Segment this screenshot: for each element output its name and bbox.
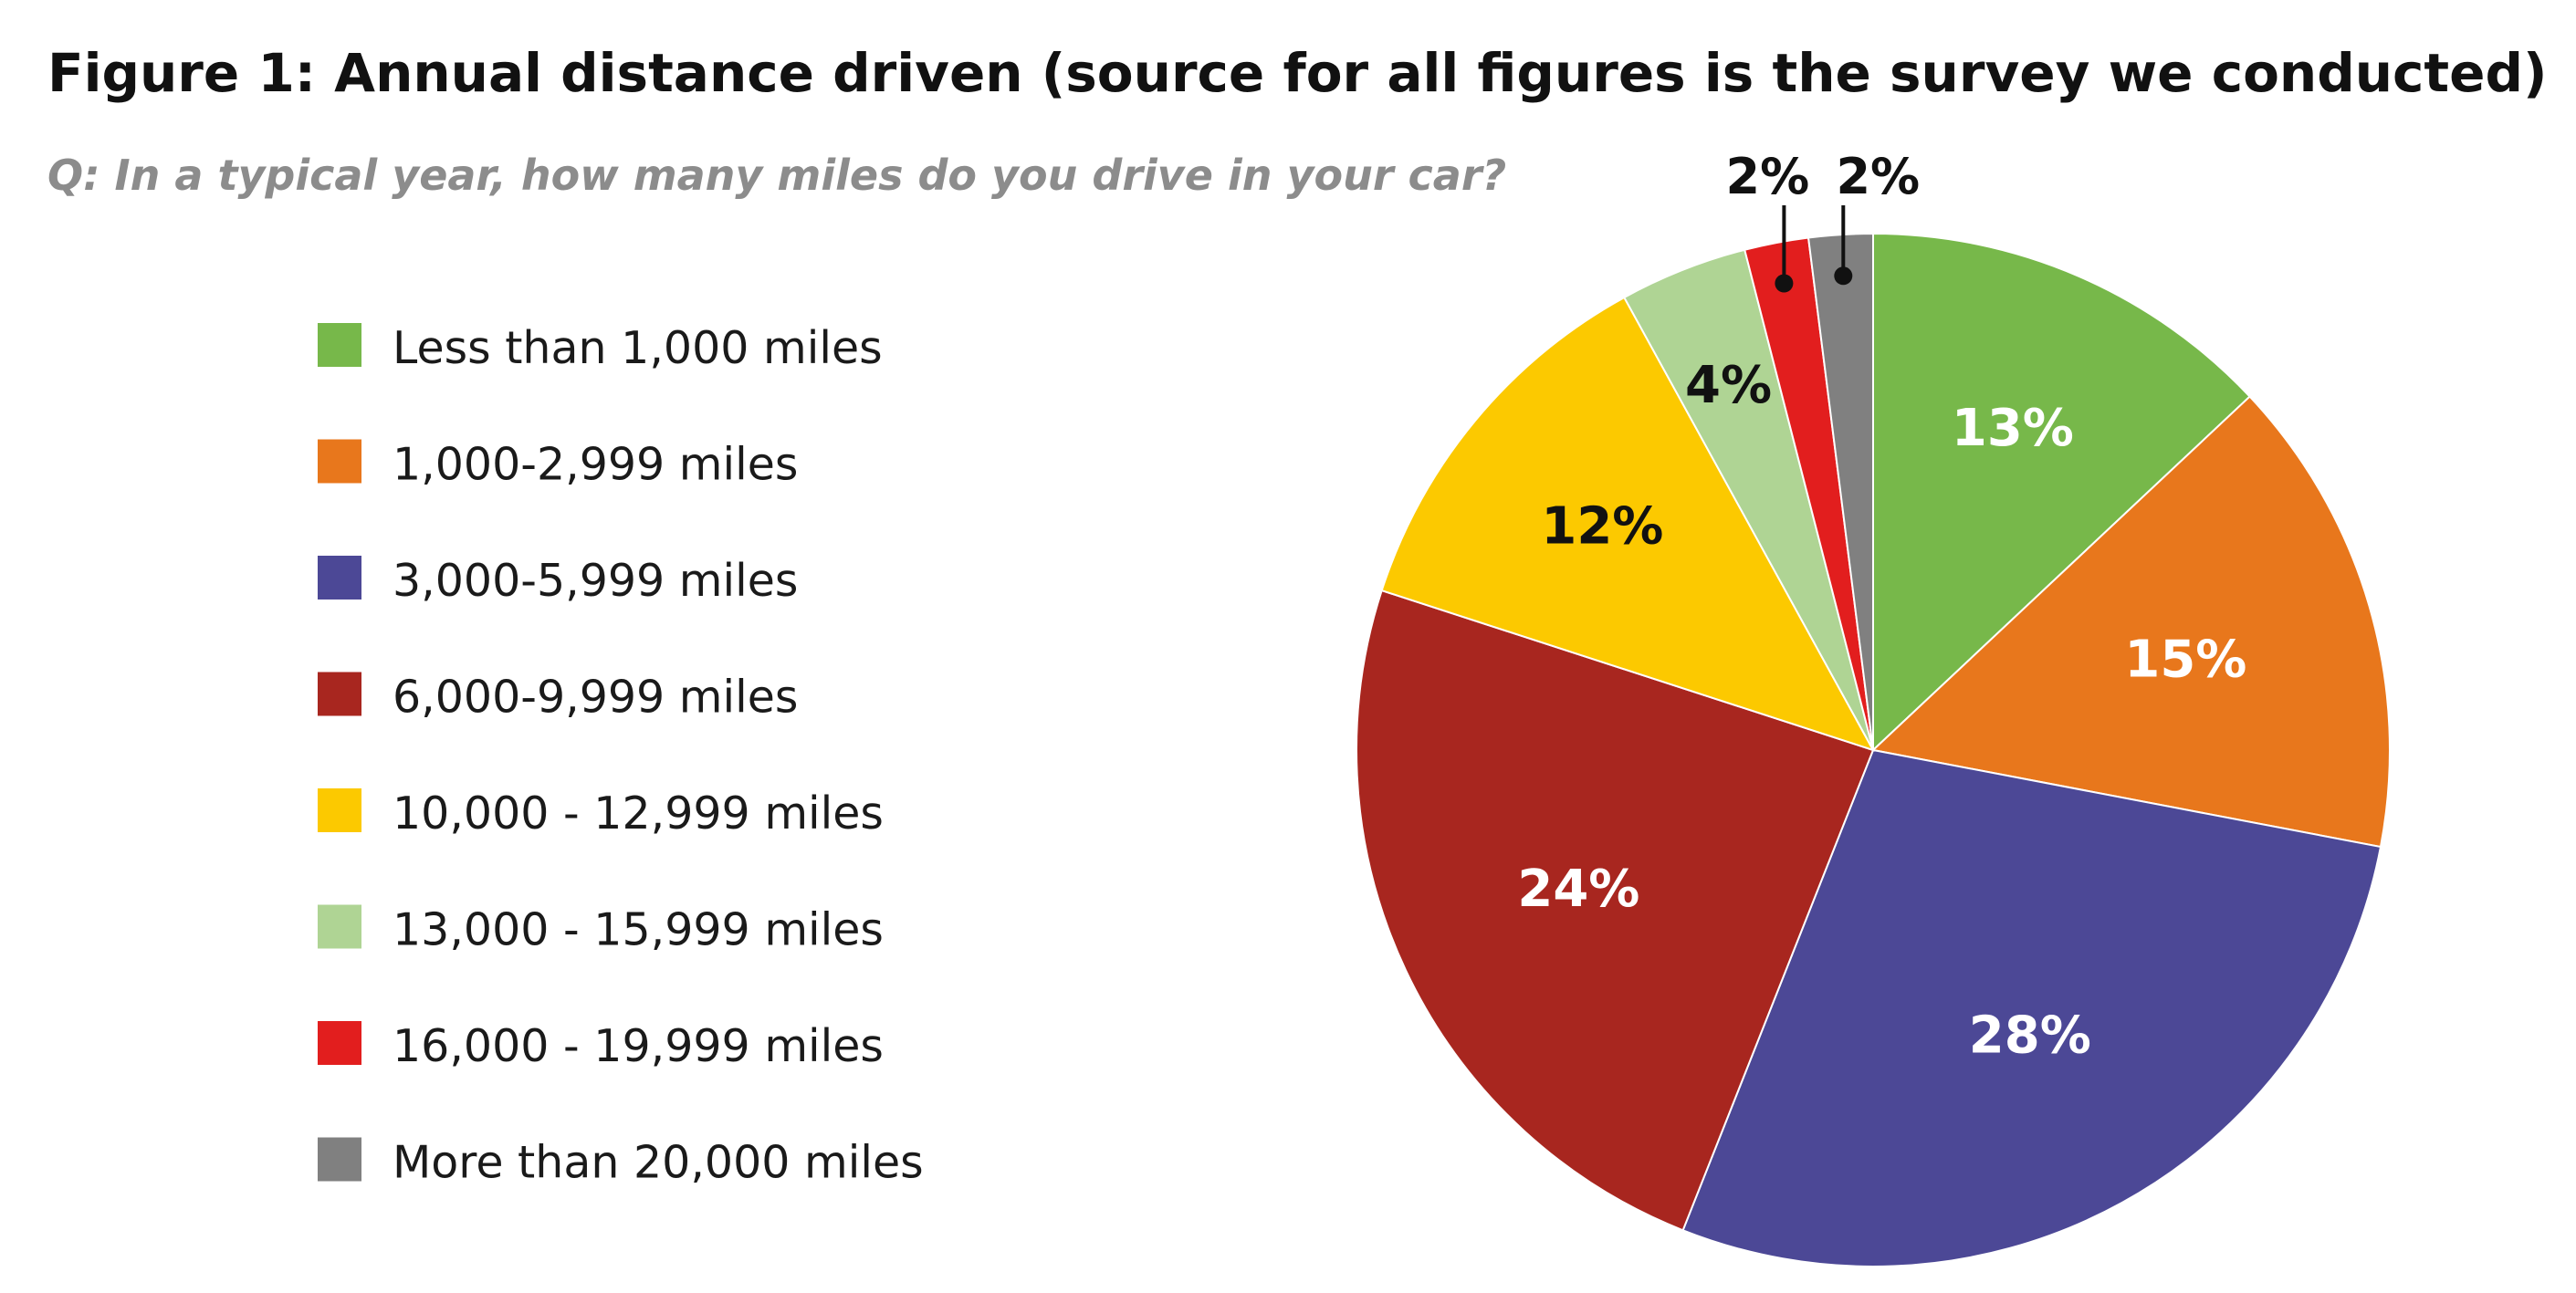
slice-label-13-000-15-999-miles: 4% [1685, 356, 1772, 415]
callout-label-16-000-19-999-miles: 2% [1726, 148, 1810, 205]
legend-swatch [318, 672, 361, 716]
pie [1356, 232, 2391, 1267]
legend-swatch [318, 1021, 361, 1065]
legend-swatch [318, 904, 361, 949]
chart-title: Figure 1: Annual distance driven (source… [47, 42, 2548, 104]
pie-slice-more-than-20-000-miles [1806, 232, 1874, 751]
legend-item-more-than-20-000-miles: More than 20,000 miles [318, 1137, 924, 1189]
callout-label-more-than-20-000-miles: 2% [1836, 148, 1920, 205]
legend-label: 1,000-2,999 miles [393, 439, 798, 491]
legend-swatch [318, 439, 361, 484]
slice-label-3-000-5-999-miles: 28% [1969, 1006, 2091, 1066]
slice-label-10-000-12-999-miles: 12% [1541, 497, 1663, 557]
legend: Less than 1,000 miles 1,000-2,999 miles 3,… [318, 322, 924, 1189]
legend-label: Less than 1,000 miles [393, 322, 883, 374]
legend-item-10-000-12-999-miles: 10,000 - 12,999 miles [318, 787, 884, 839]
callout-labels: 2% 2% [1726, 148, 1920, 293]
legend-label: 3,000-5,999 miles [393, 555, 798, 607]
legend-label: More than 20,000 miles [393, 1137, 924, 1189]
legend-label: 16,000 - 19,999 miles [393, 1020, 884, 1072]
pie-slice-1-000-2-999-miles [1870, 395, 2391, 849]
slice-label-1-000-2-999-miles: 15% [2124, 631, 2246, 690]
callout-dot [1775, 274, 1794, 293]
legend-swatch [318, 1137, 361, 1182]
legend-label: 13,000 - 15,999 miles [393, 904, 884, 956]
legend-item-1-000-2-999-miles: 1,000-2,999 miles [318, 439, 798, 491]
callout-dot [1834, 266, 1853, 286]
legend-label: 10,000 - 12,999 miles [393, 787, 884, 839]
legend-label: 6,000-9,999 miles [393, 672, 798, 724]
legend-swatch [318, 323, 361, 367]
pie-slice-less-than-1-000-miles [1872, 232, 2252, 753]
pie-slice-3-000-5-999-miles [1681, 748, 2382, 1267]
legend-item-3-000-5-999-miles: 3,000-5,999 miles [318, 555, 798, 607]
pie-slice-6-000-9-999-miles [1356, 589, 1875, 1232]
legend-item-13-000-15-999-miles: 13,000 - 15,999 miles [318, 904, 884, 956]
slice-label-less-than-1-000-miles: 13% [1952, 399, 2074, 458]
legend-swatch [318, 788, 361, 832]
slice-label-6-000-9-999-miles: 24% [1517, 860, 1639, 919]
legend-item-less-than-1-000-miles: Less than 1,000 miles [318, 322, 883, 374]
legend-item-16-000-19-999-miles: 16,000 - 19,999 miles [318, 1020, 884, 1072]
legend-item-6-000-9-999-miles: 6,000-9,999 miles [318, 672, 798, 724]
slice-labels: 13% 15% 28% 24% 12% 4% [1517, 356, 2246, 1066]
chart-subtitle: Q: In a typical year, how many miles do … [47, 151, 1506, 200]
pie-slice-10-000-12-999-miles [1380, 296, 1876, 752]
legend-swatch [318, 556, 361, 600]
